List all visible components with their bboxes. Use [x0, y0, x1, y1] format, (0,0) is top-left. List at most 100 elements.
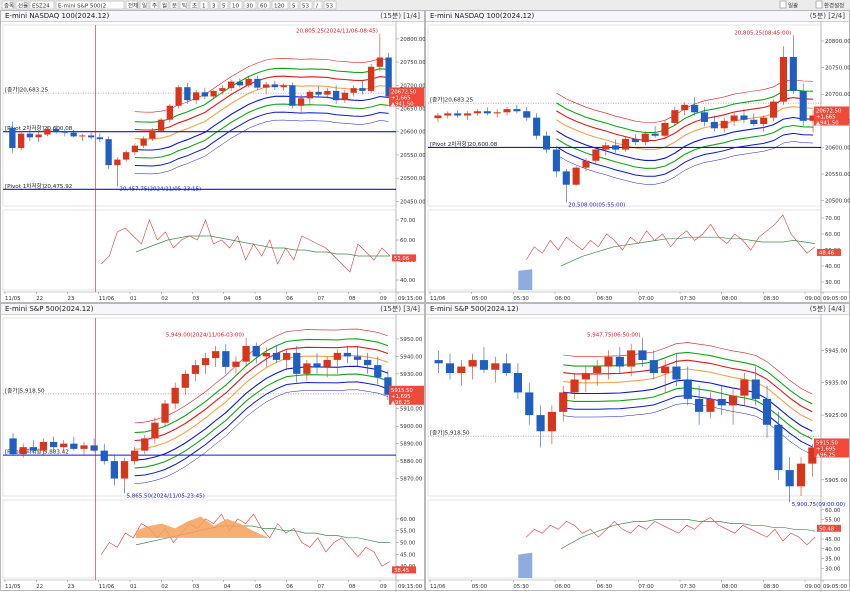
toolbar-items: 종목 선물 ESZ24 E-mini S&P 500(2 전체 일 주 월 분 틱 초 1 3 5 10 30… — [1, 0, 844, 10]
candle-body — [254, 78, 261, 88]
y-tick-label: 5900.00 — [400, 424, 423, 430]
toolbar-button-label: 일 — [142, 2, 147, 10]
candle-body — [582, 160, 590, 168]
x-tick-label: 09:00 — [805, 584, 821, 590]
candle-body — [592, 149, 600, 161]
osc-tick-label: 70.00 — [825, 216, 841, 222]
candlestick-chart[interactable]: 5945.005935.005925.005915.005905.00[종가]5… — [426, 314, 850, 592]
high-annotation: 20,805.25(08:45:00) — [734, 30, 791, 36]
panel-interval[interactable]: (5분) [4/4] — [809, 305, 845, 313]
candle-body — [157, 119, 165, 131]
candle-body — [385, 57, 392, 97]
x-tick-label: 05:00 — [472, 296, 488, 302]
band-line — [134, 365, 389, 461]
candle-body — [706, 398, 715, 412]
candle-body — [110, 461, 119, 479]
candle-body — [523, 111, 531, 118]
oscillator-red-line — [526, 214, 816, 260]
x-tick-label: 08:00 — [722, 584, 738, 590]
candle-body — [671, 110, 679, 123]
pivot-label: [Pivot 1차저항]5,883.42 — [5, 448, 69, 456]
x-tick-label: 08 — [349, 296, 356, 302]
candle-body — [570, 379, 579, 393]
candle-body — [353, 356, 362, 360]
candle-body — [785, 470, 794, 487]
candlestick-chart[interactable]: 20800.0020750.0020700.0020650.0020600.00… — [426, 21, 850, 304]
price-box-text: 5915.50 — [391, 388, 414, 394]
close-price-label: [종가]20,683.25 — [5, 86, 49, 94]
x-tick-label: 07 — [318, 296, 325, 302]
candle-body — [96, 137, 104, 140]
candle-body — [105, 139, 112, 166]
candle-body — [681, 104, 689, 111]
price-box-text: 20672.50 — [816, 109, 842, 115]
toolbar-button — [179, 0, 189, 10]
oscillator-shade — [135, 516, 269, 538]
osc-value-text: 38.45 — [394, 568, 409, 574]
candle-body — [651, 133, 659, 136]
x-tick-label: 06 — [286, 296, 293, 302]
candle-body — [210, 90, 217, 97]
candle-body — [141, 438, 149, 451]
osc-tick-label: 60.00 — [825, 232, 841, 238]
candle-body — [483, 111, 491, 114]
x-tick-label: 04 — [224, 584, 231, 590]
price-box-text: ▲96.25 — [816, 452, 835, 458]
panel-interval[interactable]: (5분) [2/4] — [809, 12, 845, 20]
x-tick-label: 07:30 — [680, 296, 696, 302]
candle-body — [593, 366, 602, 374]
price-box-text: ▲96.25 — [391, 400, 410, 406]
candle-body — [491, 363, 500, 370]
candle-body — [171, 387, 179, 404]
candle-body — [434, 360, 443, 364]
x-tick-label: 08:30 — [763, 584, 779, 590]
x-tick-label: 22 — [36, 296, 43, 302]
candle-body — [434, 115, 442, 119]
candle-body — [201, 92, 209, 97]
toolbar-button — [159, 0, 169, 10]
candle-body — [245, 78, 252, 86]
candle-body — [615, 356, 624, 367]
x-tick-label: 23 — [68, 584, 75, 590]
candle-body — [324, 90, 331, 95]
x-tick-label: 05:30 — [513, 584, 529, 590]
price-box-text: 20672.50 — [391, 89, 417, 95]
toolbar-button-label: 종목 — [4, 3, 14, 10]
toolbar-button-label: 분 — [172, 3, 177, 10]
y-tick-label: 5930.00 — [400, 372, 423, 378]
close-price-label: [종가]5,918.50 — [5, 386, 45, 394]
panel-interval[interactable]: (15분) [1/4] — [380, 12, 420, 20]
candle-body — [87, 135, 95, 138]
candle-body — [604, 356, 613, 367]
candle-body — [720, 120, 728, 129]
candle-body — [100, 450, 108, 462]
candle-body — [297, 98, 305, 106]
candle-body — [201, 358, 210, 366]
candle-body — [730, 115, 738, 121]
low-annotation: 5,865.50(2024/11/05-23:45) — [127, 493, 205, 499]
x-tick-label: 09:15:00 — [398, 296, 423, 302]
candle-body — [493, 112, 501, 114]
main-plot-area — [427, 317, 822, 497]
band-line — [134, 328, 388, 424]
x-tick-label: 11/05 — [5, 296, 21, 302]
candle-body — [376, 57, 384, 67]
toolbar-button-label: 10 — [232, 4, 239, 10]
y-tick-label: 20750.00 — [400, 60, 426, 66]
x-tick-label: 06 — [286, 584, 293, 590]
price-box-text: 5915.50 — [816, 440, 839, 446]
panel-interval[interactable]: (15분) [3/4] — [380, 305, 420, 313]
x-tick-label: 08:00 — [722, 296, 738, 302]
candle-body — [473, 111, 481, 114]
osc-value-text: 50.48 — [819, 526, 835, 532]
toolbar-button-label: 53 — [302, 4, 309, 10]
candle-body — [333, 352, 341, 360]
x-tick-label: 02 — [161, 584, 168, 590]
low-annotation: 20,508.00(05:55:00) — [568, 202, 625, 208]
candle-body — [700, 112, 709, 122]
osc-tick-label: 35.00 — [825, 557, 841, 563]
toolbar-button-label: 1 — [202, 4, 206, 10]
candlestick-chart[interactable]: 5950.005940.005930.005920.005910.005900.… — [1, 314, 426, 592]
candle-body — [683, 379, 692, 399]
candlestick-chart[interactable]: 20800.0020750.0020700.0020650.0020600.00… — [1, 21, 426, 304]
